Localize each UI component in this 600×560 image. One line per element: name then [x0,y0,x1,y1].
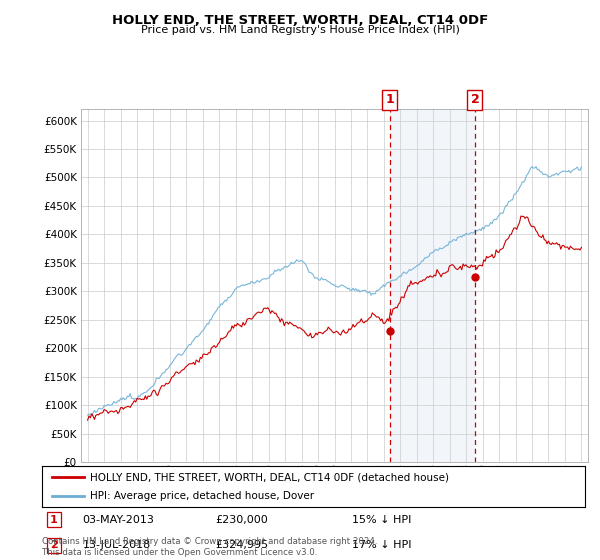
Text: HOLLY END, THE STREET, WORTH, DEAL, CT14 0DF (detached house): HOLLY END, THE STREET, WORTH, DEAL, CT14… [90,473,449,482]
Text: 2: 2 [470,94,479,106]
Text: HOLLY END, THE STREET, WORTH, DEAL, CT14 0DF: HOLLY END, THE STREET, WORTH, DEAL, CT14… [112,14,488,27]
Bar [389,109,475,462]
Text: HPI: Average price, detached house, Dover: HPI: Average price, detached house, Dove… [90,491,314,501]
Text: 17% ↓ HPI: 17% ↓ HPI [352,540,411,550]
Text: 03-MAY-2013: 03-MAY-2013 [83,515,155,525]
Text: 15% ↓ HPI: 15% ↓ HPI [352,515,411,525]
Text: £230,000: £230,000 [216,515,269,525]
Text: 2: 2 [50,540,58,550]
Text: Price paid vs. HM Land Registry's House Price Index (HPI): Price paid vs. HM Land Registry's House … [140,25,460,35]
Text: £324,995: £324,995 [216,540,269,550]
Text: 13-JUL-2018: 13-JUL-2018 [83,540,151,550]
Text: Contains HM Land Registry data © Crown copyright and database right 2024.
This d: Contains HM Land Registry data © Crown c… [42,537,377,557]
Text: 1: 1 [50,515,58,525]
Text: 1: 1 [385,94,394,106]
